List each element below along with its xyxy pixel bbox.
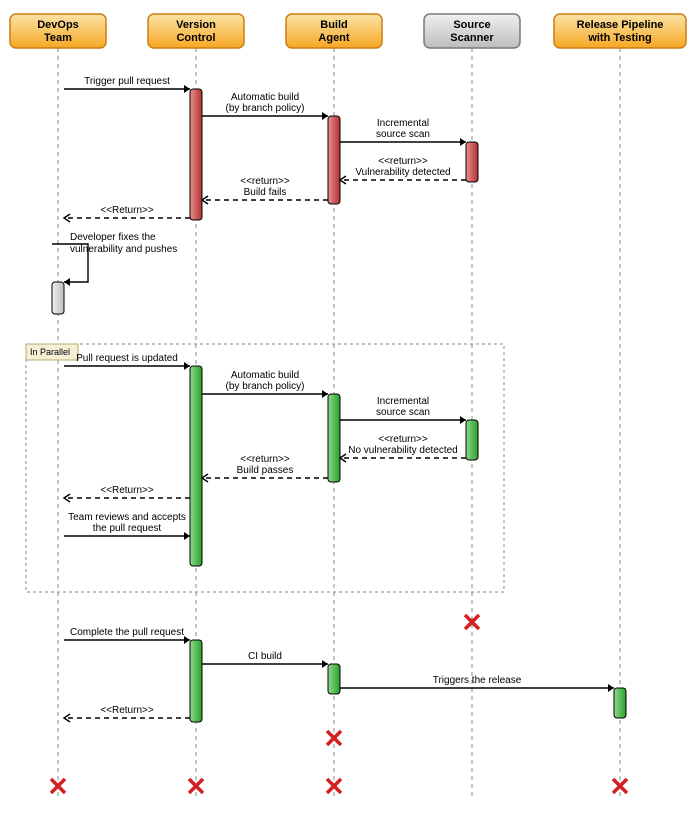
message-label2-3: Vulnerability detected — [355, 167, 450, 178]
activation-vc-0 — [190, 89, 202, 220]
parallel-frame-label: In Parallel — [30, 347, 70, 357]
activation-vc-4 — [190, 366, 202, 566]
activation-release-9 — [614, 688, 626, 718]
activation-build-8 — [328, 664, 340, 694]
participant-label-scanner: Source — [453, 19, 490, 31]
svg-text:Scanner: Scanner — [450, 32, 494, 44]
message-label-15: Triggers the release — [433, 675, 522, 686]
message-label-1: Automatic build — [231, 92, 299, 103]
message-label2-8: source scan — [376, 407, 430, 418]
message-label2-4: Build fails — [244, 187, 287, 198]
participant-release: Release Pipelinewith Testing — [554, 14, 686, 48]
activation-scanner-2 — [466, 142, 478, 182]
activation-build-1 — [328, 116, 340, 204]
activation-scanner-6 — [466, 420, 478, 460]
destroy-build-1 — [327, 731, 341, 745]
activation-build-5 — [328, 394, 340, 482]
message-label-6: Pull request is updated — [76, 353, 178, 364]
participant-build: BuildAgent — [286, 14, 382, 48]
self-message-label2: vulnerability and pushes — [70, 244, 177, 255]
svg-text:with Testing: with Testing — [587, 32, 651, 44]
activation-devops-3 — [52, 282, 64, 314]
message-label2-9: No vulnerability detected — [348, 445, 458, 456]
message-label-13: Complete the pull request — [70, 627, 184, 638]
activation-vc-7 — [190, 640, 202, 722]
participant-devops: DevOpsTeam — [10, 14, 106, 48]
participant-vc: VersionControl — [148, 14, 244, 48]
participant-label-devops: DevOps — [37, 19, 79, 31]
svg-text:Agent: Agent — [318, 32, 350, 44]
participant-label-build: Build — [320, 19, 348, 31]
participant-scanner: SourceScanner — [424, 14, 520, 48]
message-label2-10: Build passes — [237, 465, 294, 476]
message-label-11: <<Return>> — [100, 485, 154, 496]
destroy-vc-3 — [189, 779, 203, 793]
message-label-3: <<return>> — [378, 156, 428, 167]
message-label2-12: the pull request — [93, 523, 162, 534]
message-label-2: Incremental — [377, 118, 429, 129]
destroy-build-4 — [327, 779, 341, 793]
self-message-label: Developer fixes the — [70, 232, 156, 243]
message-label-5: <<Return>> — [100, 205, 154, 216]
message-label-4: <<return>> — [240, 176, 290, 187]
message-label-14: CI build — [248, 651, 282, 662]
destroy-devops-2 — [51, 779, 65, 793]
participant-label-vc: Version — [176, 19, 216, 31]
message-label2-7: (by branch policy) — [226, 381, 305, 392]
message-label-10: <<return>> — [240, 454, 290, 465]
message-label-7: Automatic build — [231, 370, 299, 381]
svg-text:Control: Control — [176, 32, 215, 44]
message-label-12: Team reviews and accepts — [68, 512, 186, 523]
participant-label-release: Release Pipeline — [577, 19, 664, 31]
message-label-9: <<return>> — [378, 434, 428, 445]
message-label2-2: source scan — [376, 129, 430, 140]
message-label-8: Incremental — [377, 396, 429, 407]
destroy-release-5 — [613, 779, 627, 793]
message-label-0: Trigger pull request — [84, 76, 170, 87]
svg-text:Team: Team — [44, 32, 72, 44]
message-label-16: <<Return>> — [100, 705, 154, 716]
message-label2-1: (by branch policy) — [226, 103, 305, 114]
